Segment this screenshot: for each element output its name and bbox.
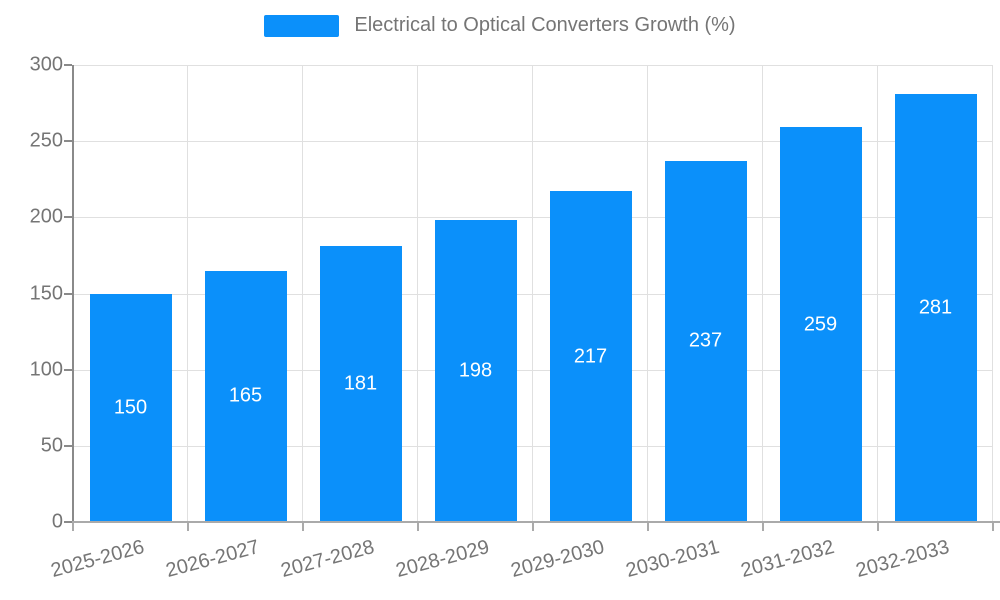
h-gridline <box>73 293 993 295</box>
v-gridline <box>992 65 993 522</box>
v-gridline <box>187 65 188 522</box>
x-axis-tick <box>187 523 189 531</box>
y-axis-tick-label: 250 <box>29 129 63 152</box>
bar-2031-2032 <box>779 127 862 522</box>
x-axis-label: 2031-2032 <box>738 536 837 583</box>
x-axis-line <box>65 521 1000 523</box>
x-axis-tick <box>647 523 649 531</box>
x-axis-label: 2026-2027 <box>163 536 262 583</box>
x-axis-labels: 2025-2026 2026-2027 2027-2028 2028-2029 2029… <box>48 522 993 592</box>
bar-2028-2029 <box>434 220 517 522</box>
y-axis-tick <box>64 140 72 143</box>
bar-value-label: 150 <box>113 396 148 419</box>
x-axis-tick <box>72 523 74 531</box>
x-axis-label: 2029-2030 <box>508 536 607 583</box>
x-axis-tick <box>302 523 304 531</box>
x-axis-label: 2027-2028 <box>278 536 377 583</box>
bar-value-label: 181 <box>343 372 378 395</box>
v-gridline <box>762 65 763 522</box>
legend-label: Electrical to Optical Converters Growth … <box>354 14 736 36</box>
x-axis-tick <box>532 523 534 531</box>
bar-value-label: 237 <box>688 329 723 352</box>
y-axis-tick <box>64 292 72 295</box>
bar-value-label: 165 <box>228 384 263 407</box>
y-axis-tick-label: 0 <box>51 510 63 533</box>
bar-2030-2031 <box>664 160 747 522</box>
bar-2026-2027 <box>204 270 287 522</box>
plot-area: 150 165 181 198 217 237 259 281 2025-2026 2026-2… <box>30 54 1000 582</box>
x-axis-label: 2025-2026 <box>48 536 147 583</box>
x-axis-label: 2030-2031 <box>623 536 722 583</box>
bar-2029-2030 <box>549 191 632 522</box>
bar-value-label: 198 <box>458 359 493 382</box>
bar-2027-2028 <box>319 246 402 522</box>
bar-value-label: 217 <box>573 345 608 368</box>
y-axis-tick-label: 200 <box>29 205 63 228</box>
h-gridline <box>73 369 993 371</box>
y-axis-tick-label: 50 <box>40 434 63 457</box>
y-axis-tick-label: 300 <box>29 53 63 76</box>
h-gridline <box>73 217 993 219</box>
legend-item[interactable]: Electrical to Optical Converters Growth … <box>0 14 1000 37</box>
x-axis-label: 2028-2029 <box>393 536 492 583</box>
y-axis-tick <box>64 444 72 447</box>
x-axis-tick <box>877 523 879 531</box>
legend-swatch-icon <box>264 14 340 37</box>
x-axis-label: 2032-2033 <box>853 536 952 583</box>
v-gridline <box>417 65 418 522</box>
v-gridline <box>532 65 533 522</box>
bar-value-label: 281 <box>918 296 953 319</box>
x-axis-tick <box>762 523 764 531</box>
v-gridline <box>647 65 648 522</box>
y-axis-tick-label: 100 <box>29 358 63 381</box>
bar-2032-2033 <box>894 93 977 522</box>
y-axis-tick <box>64 521 72 523</box>
h-gridline <box>73 445 993 447</box>
x-axis-tick <box>417 523 419 531</box>
y-axis-tick <box>64 216 72 219</box>
y-axis-tick-label: 150 <box>29 282 63 304</box>
v-gridline <box>302 65 303 522</box>
h-gridline <box>73 141 993 143</box>
y-axis-tick <box>64 368 72 371</box>
h-gridline <box>73 65 993 66</box>
x-axis-tick <box>992 523 994 531</box>
y-axis-tick <box>64 64 72 66</box>
v-gridline <box>877 65 878 522</box>
bar-2025-2026 <box>89 293 172 522</box>
y-axis-line <box>72 65 74 530</box>
bar-value-label: 259 <box>803 313 838 336</box>
